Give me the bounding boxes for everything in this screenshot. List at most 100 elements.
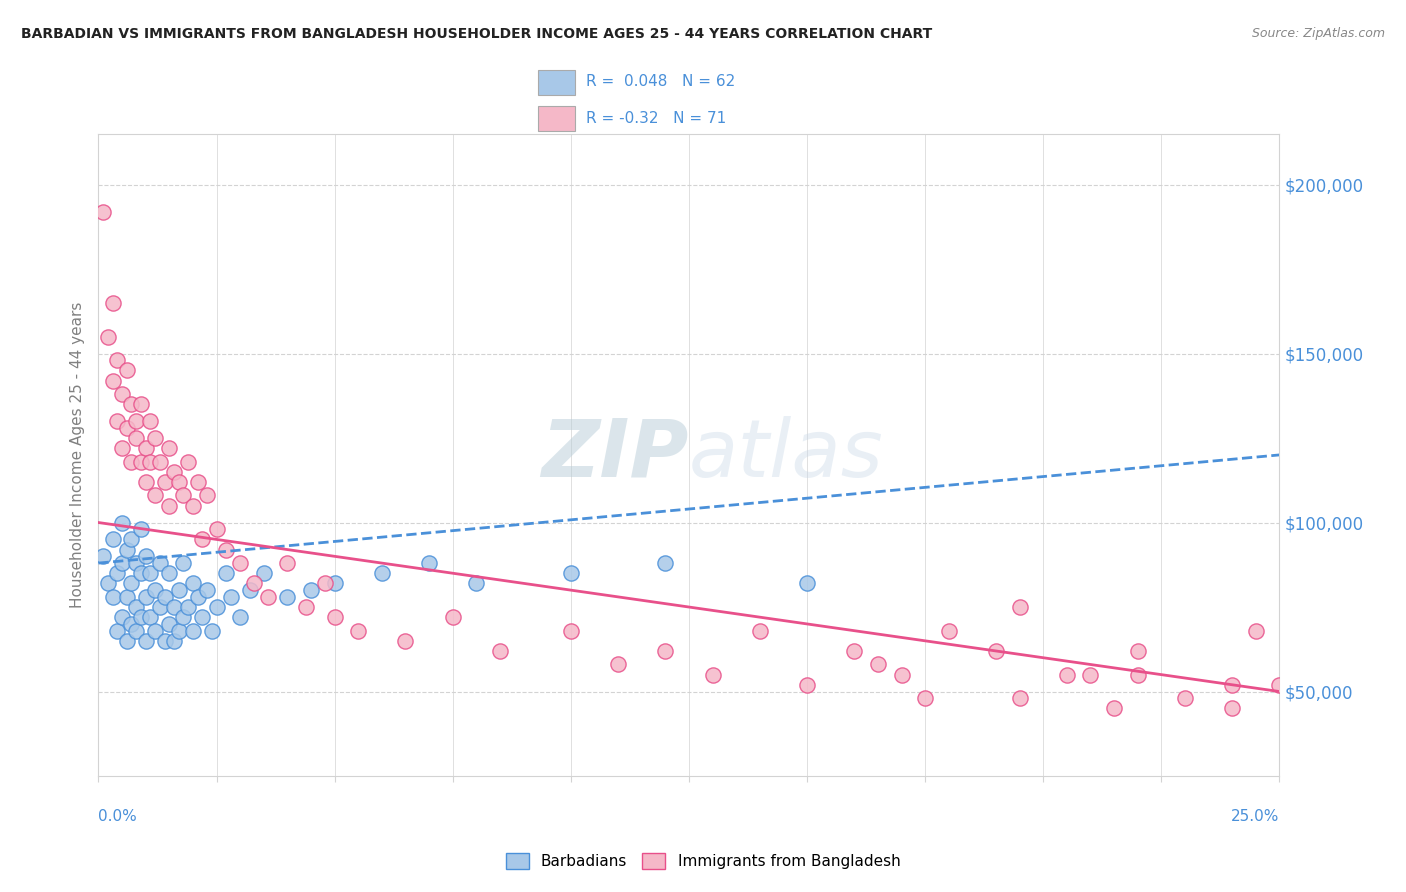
Point <box>1126 667 1149 681</box>
Point <box>371 566 394 581</box>
Point <box>111 441 134 455</box>
Point <box>121 397 143 411</box>
Point <box>890 667 912 681</box>
Point <box>111 516 134 530</box>
Point <box>115 421 138 435</box>
Point <box>215 566 238 581</box>
Point <box>1174 691 1197 706</box>
Point <box>205 600 228 615</box>
Point <box>914 691 936 706</box>
Point <box>1008 691 1031 706</box>
Point <box>111 387 134 401</box>
Point <box>1056 667 1078 681</box>
Point <box>347 624 370 638</box>
Point <box>1008 600 1031 615</box>
Point <box>111 556 134 570</box>
Point <box>984 644 1007 658</box>
Point <box>135 549 157 564</box>
Point <box>560 624 582 638</box>
Point <box>215 542 238 557</box>
Point <box>394 633 416 648</box>
Point <box>191 610 214 624</box>
Point <box>276 590 298 604</box>
Point <box>1220 701 1243 715</box>
Point <box>253 566 276 581</box>
Point <box>149 455 172 469</box>
Legend: Barbadians, Immigrants from Bangladesh: Barbadians, Immigrants from Bangladesh <box>499 847 907 875</box>
Point <box>105 353 128 368</box>
Point <box>125 556 148 570</box>
Point <box>149 600 172 615</box>
Point <box>177 600 200 615</box>
Point <box>129 455 152 469</box>
Point <box>115 633 138 648</box>
Point <box>276 556 298 570</box>
Text: Source: ZipAtlas.com: Source: ZipAtlas.com <box>1251 27 1385 40</box>
Point <box>97 576 120 591</box>
Point <box>91 549 114 564</box>
Point <box>129 397 152 411</box>
Point <box>135 441 157 455</box>
Point <box>139 566 162 581</box>
Point <box>314 576 336 591</box>
Point <box>149 556 172 570</box>
Point <box>153 590 176 604</box>
Point <box>938 624 960 638</box>
Point <box>191 533 214 547</box>
Point <box>181 576 204 591</box>
Point <box>299 583 322 598</box>
Point <box>323 576 346 591</box>
Point <box>187 475 209 489</box>
Point <box>172 556 194 570</box>
Point <box>121 533 143 547</box>
Point <box>654 644 676 658</box>
Text: 25.0%: 25.0% <box>1232 809 1279 823</box>
Point <box>163 600 186 615</box>
Point <box>115 363 138 377</box>
Point <box>172 610 194 624</box>
Point <box>105 624 128 638</box>
Point <box>866 657 889 672</box>
Point <box>143 488 166 502</box>
Point <box>163 465 186 479</box>
Point <box>205 522 228 536</box>
Point <box>121 455 143 469</box>
Point <box>105 414 128 428</box>
Point <box>195 488 218 502</box>
Point <box>1080 667 1102 681</box>
Point <box>796 576 818 591</box>
Point <box>101 590 124 604</box>
Point <box>295 600 318 615</box>
Point <box>702 667 724 681</box>
Point <box>195 583 218 598</box>
Point <box>239 583 262 598</box>
Point <box>796 678 818 692</box>
Point <box>143 431 166 445</box>
Point <box>748 624 770 638</box>
Point <box>560 566 582 581</box>
Point <box>101 533 124 547</box>
Point <box>115 542 138 557</box>
Point <box>323 610 346 624</box>
Point <box>172 488 194 502</box>
Point <box>157 566 180 581</box>
Point <box>153 633 176 648</box>
Point <box>139 414 162 428</box>
Point <box>1220 678 1243 692</box>
Point <box>125 431 148 445</box>
Point <box>129 522 152 536</box>
Point <box>135 633 157 648</box>
Text: ZIP: ZIP <box>541 416 689 494</box>
Point <box>489 644 512 658</box>
Point <box>129 566 152 581</box>
Point <box>167 475 190 489</box>
Point <box>219 590 242 604</box>
Point <box>91 204 114 219</box>
Point <box>181 499 204 513</box>
Point <box>177 455 200 469</box>
Point <box>101 295 124 310</box>
Point <box>125 600 148 615</box>
Point <box>115 590 138 604</box>
Point <box>167 624 190 638</box>
Point <box>153 475 176 489</box>
